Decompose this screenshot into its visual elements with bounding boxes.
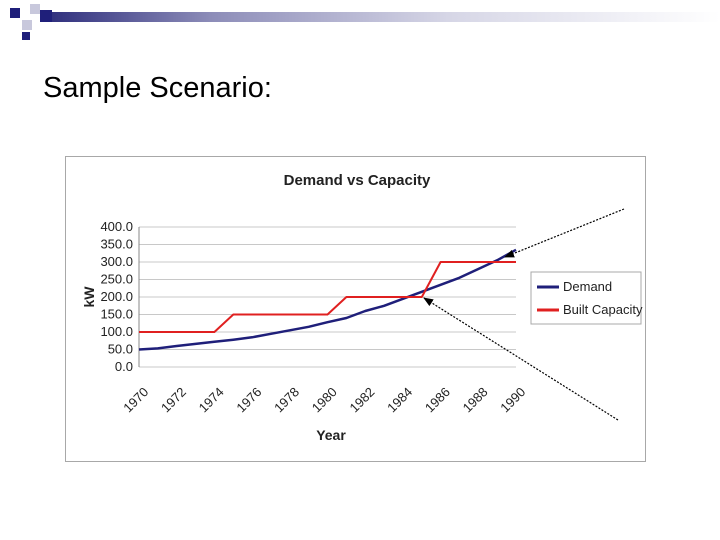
x-tick-label: 1976: [233, 384, 264, 415]
slide-title: Sample Scenario:: [43, 72, 272, 104]
y-tick-label: 400.0: [100, 219, 133, 234]
demand-capacity-chart: Demand vs Capacity kW Year 0.0 50.0 100.0 1…: [81, 172, 643, 443]
x-tick-label: 1978: [271, 384, 302, 415]
x-tick-label: 1980: [309, 384, 340, 415]
x-tick-label: 1982: [346, 384, 377, 415]
legend: Demand Built Capacity: [530, 271, 643, 325]
x-axis-ticks: 1970 1972 1974 1976 1978 1980 1982 1984 1986 1988…: [120, 384, 528, 415]
x-tick-label: 1970: [120, 384, 151, 415]
demand-line: [138, 248, 517, 351]
x-tick-label: 1990: [497, 384, 528, 415]
decor-square: [22, 20, 32, 30]
grid: [138, 226, 516, 368]
legend-label-built-capacity: Built Capacity: [563, 302, 643, 317]
decor-band: [40, 12, 720, 22]
decor-square: [30, 4, 40, 14]
y-axis-ticks: 0.0 50.0 100.0 150.0 200.0 250.0 300.0 350.0 400…: [100, 219, 133, 374]
y-tick-label: 200.0: [100, 289, 133, 304]
y-tick-label: 50.0: [108, 342, 133, 357]
y-tick-label: 250.0: [100, 272, 133, 287]
series: [138, 248, 517, 351]
x-axis-label: Year: [316, 427, 346, 443]
x-tick-label: 1974: [196, 384, 227, 415]
y-tick-label: 0.0: [115, 359, 133, 374]
x-tick-label: 1984: [384, 384, 415, 415]
x-tick-label: 1986: [422, 384, 453, 415]
x-tick-label: 1988: [460, 384, 491, 415]
decor-square: [10, 8, 20, 18]
x-tick-label: 1972: [158, 384, 189, 415]
built-capacity-line: [139, 261, 516, 333]
legend-label-demand: Demand: [563, 279, 612, 294]
y-tick-label: 300.0: [100, 254, 133, 269]
decor-square: [22, 32, 30, 40]
y-tick-label: 350.0: [100, 237, 133, 252]
corner-decoration: [10, 4, 720, 40]
y-tick-label: 150.0: [100, 307, 133, 322]
decor-square: [40, 10, 52, 22]
y-tick-label: 100.0: [100, 324, 133, 339]
chart-frame: Demand vs Capacity kW Year 0.0 50.0 100.0 1…: [65, 156, 646, 462]
y-axis-label: kW: [81, 286, 97, 308]
chart-title: Demand vs Capacity: [284, 172, 431, 189]
